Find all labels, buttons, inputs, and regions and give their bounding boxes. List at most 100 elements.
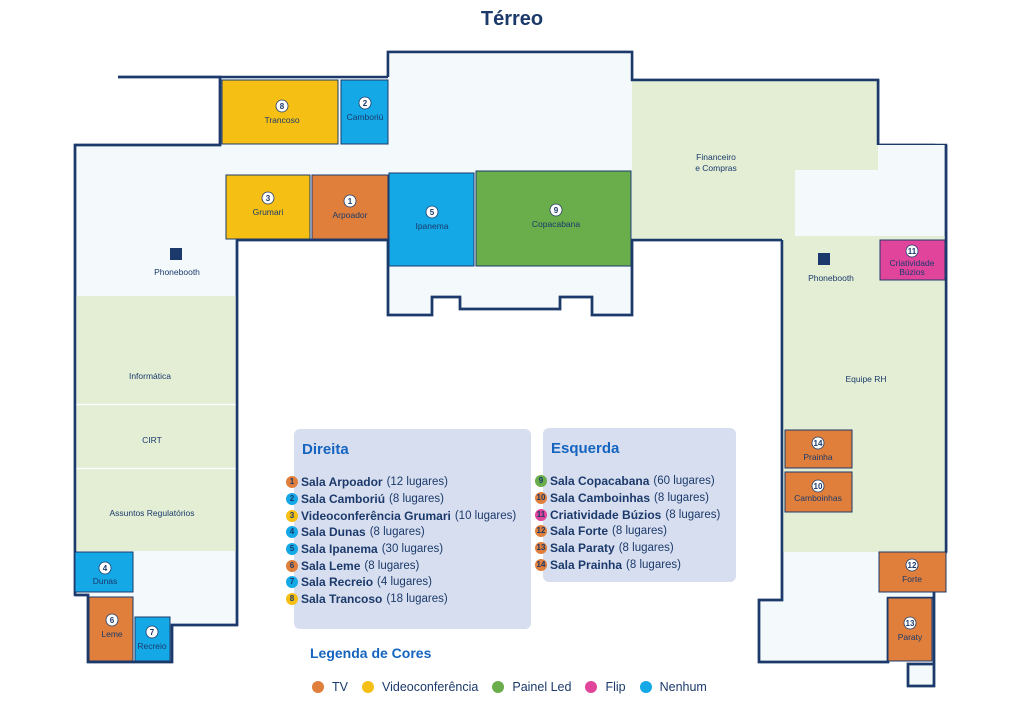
room-prainha[interactable]: 14 Prainha xyxy=(784,429,853,469)
phonebooth-left-icon xyxy=(170,248,182,260)
list-item-capacity: (60 lugares) xyxy=(653,475,715,488)
list-item-capacity: (30 lugares) xyxy=(381,543,444,556)
room-grumari-number: 3 xyxy=(266,194,271,203)
room-ipanema[interactable]: 5 Ipanema xyxy=(388,172,475,267)
financeiro-label-1: Financeiro xyxy=(696,152,736,162)
list-item-number: 7 xyxy=(286,576,298,589)
list-item-name: Sala Paraty xyxy=(550,541,615,556)
equipe-rh-label: Equipe RH xyxy=(845,374,886,384)
list-item-number: 13 xyxy=(535,542,547,555)
room-dunas-label: Dunas xyxy=(93,576,118,586)
room-paraty-label: Paraty xyxy=(898,632,923,642)
list-item-capacity: (8 lugares) xyxy=(369,526,425,539)
list-item-number: 3 xyxy=(286,509,298,522)
list-item-name: Sala Prainha xyxy=(550,557,623,572)
room-prainha-number: 14 xyxy=(814,439,823,448)
assuntos-label: Assuntos Regulatórios xyxy=(109,508,194,518)
list-item-capacity: (8 lugares) xyxy=(364,559,420,572)
list-item-capacity: (8 lugares) xyxy=(626,558,682,571)
direita-list: 1 Sala Arpoador (12 lugares) 2 Sala Camboriú… xyxy=(286,474,516,608)
room-copacabana[interactable]: 9 Copacabana xyxy=(475,170,632,267)
list-item: 14 Sala Prainha (8 lugares) xyxy=(535,556,720,573)
room-paraty[interactable]: 13 Paraty xyxy=(887,597,933,662)
room-trancoso-number: 8 xyxy=(280,102,285,111)
list-item-name: Sala Trancoso xyxy=(301,592,383,607)
legend-swatch xyxy=(639,681,652,693)
legend-label: Videoconferência xyxy=(381,680,479,694)
room-criatividade-label-1: Criatividade xyxy=(890,258,935,268)
room-forte-label: Forte xyxy=(902,574,922,584)
list-item-name: Sala Copacabana xyxy=(550,474,650,489)
phonebooth-right-icon xyxy=(818,253,830,265)
room-camboriu[interactable]: 2 Camboriú xyxy=(340,79,389,145)
informatica-label: Informática xyxy=(129,371,171,381)
color-legend: TV Videoconferência Painel Led Flip Nenhum xyxy=(312,680,721,694)
room-arpoador-number: 1 xyxy=(348,197,353,206)
list-item: 3 Videoconferência Grumari (10 lugares) xyxy=(286,507,516,524)
list-item-number: 12 xyxy=(535,525,547,538)
cirt-area xyxy=(75,405,237,468)
legend-label: TV xyxy=(332,680,348,694)
list-item-number: 8 xyxy=(286,593,298,606)
room-arpoador[interactable]: 1 Arpoador xyxy=(311,174,389,240)
room-ipanema-number: 5 xyxy=(430,208,435,217)
list-item: 10 Sala Camboinhas (8 lugares) xyxy=(535,490,720,507)
room-paraty-number: 13 xyxy=(906,619,915,628)
list-item: 12 Sala Forte (8 lugares) xyxy=(535,523,720,540)
list-item-capacity: (8 lugares) xyxy=(389,493,444,506)
legend-swatch xyxy=(492,681,505,693)
list-item: 9 Sala Copacabana (60 lugares) xyxy=(535,473,720,490)
list-item-name: Sala Camboriú xyxy=(301,492,386,507)
room-criatividade-label-2: Búzios xyxy=(899,267,925,277)
list-item-capacity: (18 lugares) xyxy=(386,593,448,606)
room-prainha-label: Prainha xyxy=(803,452,833,462)
legend-item: TV xyxy=(312,680,348,694)
list-item-capacity: (10 lugares) xyxy=(454,509,517,522)
direita-panel: Direita 1 Sala Arpoador (12 lugares) 2 Sala … xyxy=(286,429,531,629)
list-item-name: Sala Dunas xyxy=(301,525,366,540)
room-forte-number: 12 xyxy=(908,561,917,570)
legend-swatch xyxy=(585,681,598,693)
room-grumari[interactable]: 3 Grumari xyxy=(225,174,311,240)
list-item: 11 Criatividade Búzios (8 lugares) xyxy=(535,506,720,523)
list-item: 6 Sala Leme (8 lugares) xyxy=(286,557,516,574)
room-camboinhas-number: 10 xyxy=(814,482,823,491)
room-dunas-number: 4 xyxy=(103,564,108,573)
room-camboriu-number: 2 xyxy=(363,99,368,108)
room-leme[interactable]: 6 Leme xyxy=(88,596,134,662)
list-item: 8 Sala Trancoso (18 lugares) xyxy=(286,591,516,608)
room-forte[interactable]: 12 Forte xyxy=(878,551,947,593)
list-item-name: Sala Recreio xyxy=(301,575,374,590)
list-item: 5 Sala Ipanema (30 lugares) xyxy=(286,541,516,558)
room-trancoso[interactable]: 8 Trancoso xyxy=(221,79,339,145)
central-corridor xyxy=(388,52,632,172)
room-camboinhas[interactable]: 10 Camboinhas xyxy=(784,471,853,513)
room-dunas[interactable]: 4 Dunas xyxy=(74,551,134,593)
room-recreio[interactable]: 7 Recreio xyxy=(134,616,171,662)
legend-item: Nenhum xyxy=(639,680,707,694)
financeiro-area xyxy=(632,80,878,240)
phonebooth-left-label: Phonebooth xyxy=(154,267,200,277)
list-item-name: Videoconferência Grumari xyxy=(301,508,451,523)
list-item-name: Sala Leme xyxy=(301,558,361,573)
list-item: 13 Sala Paraty (8 lugares) xyxy=(535,540,720,557)
room-criatividade-buzios[interactable]: 11 Criatividade Búzios xyxy=(879,239,946,281)
list-item-number: 14 xyxy=(535,558,547,571)
assuntos-area xyxy=(75,469,237,551)
legend-label: Flip xyxy=(605,680,626,694)
room-leme-label: Leme xyxy=(101,629,123,639)
list-item-number: 11 xyxy=(535,508,547,521)
list-item: 4 Sala Dunas (8 lugares) xyxy=(286,524,516,541)
room-trancoso-label: Trancoso xyxy=(264,115,299,125)
room-recreio-label: Recreio xyxy=(137,641,167,651)
room-copacabana-number: 9 xyxy=(554,206,559,215)
esquerda-title: Esquerda xyxy=(551,440,620,457)
room-criatividade-number: 11 xyxy=(908,247,917,256)
list-item: 7 Sala Recreio (4 lugares) xyxy=(286,574,516,591)
legend-item: Videoconferência xyxy=(361,680,479,694)
direita-title: Direita xyxy=(302,441,349,458)
room-camboinhas-label: Camboinhas xyxy=(794,493,842,503)
list-item-number: 2 xyxy=(286,493,298,506)
room-copacabana-label: Copacabana xyxy=(532,219,580,229)
list-item-name: Sala Ipanema xyxy=(301,542,378,557)
